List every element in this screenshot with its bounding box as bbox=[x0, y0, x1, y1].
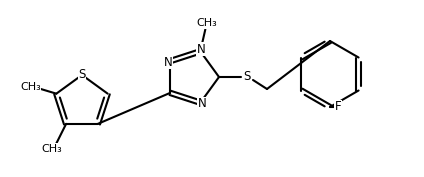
Text: CH₃: CH₃ bbox=[42, 144, 62, 154]
Text: CH₃: CH₃ bbox=[196, 18, 217, 28]
Text: F: F bbox=[335, 101, 341, 113]
Text: N: N bbox=[197, 43, 206, 56]
Text: CH₃: CH₃ bbox=[20, 82, 41, 92]
Text: S: S bbox=[243, 70, 251, 84]
Text: S: S bbox=[78, 68, 86, 81]
Text: N: N bbox=[198, 97, 207, 110]
Text: N: N bbox=[164, 56, 173, 69]
